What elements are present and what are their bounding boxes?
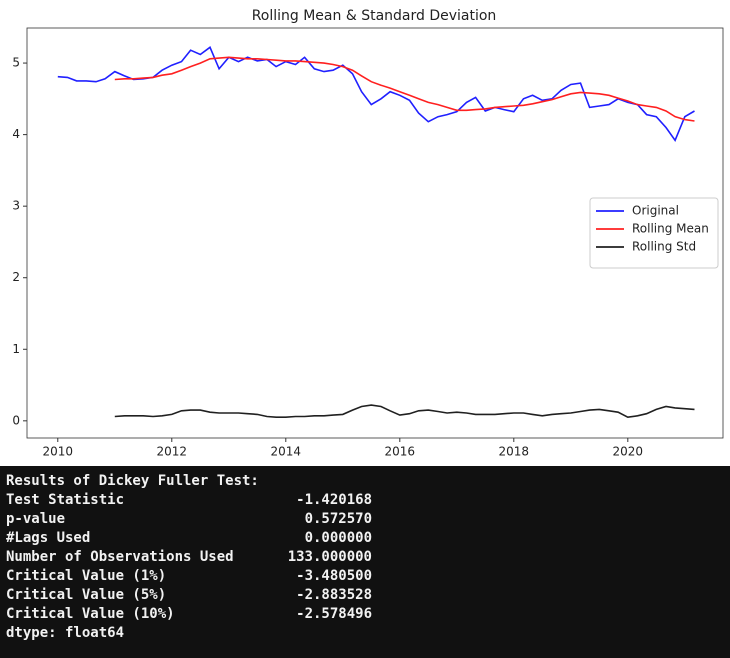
console-text: 0.572570 — [304, 511, 372, 527]
legend-box — [589, 197, 719, 269]
console-output: Results of Dickey Fuller Test: Test Stati… — [0, 466, 730, 658]
x-tick-label: 2020 — [613, 445, 644, 459]
legend-label: Rolling Mean — [632, 222, 709, 236]
console-text: -2.883528 — [296, 587, 372, 603]
console-text: -2.578496 — [296, 606, 372, 622]
y-tick-label: 3 — [12, 199, 20, 213]
console-text: Results of Dickey Fuller Test: — [6, 473, 259, 489]
console-text: Critical Value (10%) — [6, 606, 175, 622]
x-tick-label: 2014 — [271, 445, 302, 459]
console-text: Critical Value (5%) — [6, 587, 167, 603]
console-text: p-value — [6, 511, 66, 527]
x-tick-label: 2018 — [499, 445, 530, 459]
x-tick-label: 2016 — [385, 445, 416, 459]
series-line — [57, 46, 695, 142]
plot-frame — [26, 27, 724, 439]
x-tick-label: 2012 — [157, 445, 188, 459]
console-text: dtype: float64 — [6, 625, 125, 641]
legend-label: Original — [632, 204, 679, 218]
y-tick-label: 1 — [12, 342, 20, 356]
chart-title: Rolling Mean & Standard Deviation — [252, 8, 497, 24]
console-text: 0.000000 — [304, 530, 372, 546]
console-text: Critical Value (1%) — [6, 568, 167, 584]
y-tick-label: 2 — [12, 270, 20, 284]
y-tick-label: 0 — [12, 413, 20, 427]
console-text: 133.000000 — [287, 549, 372, 565]
x-tick-label: 2010 — [43, 445, 74, 459]
console-text: -1.420168 — [296, 492, 372, 508]
console-text: -3.480500 — [296, 568, 372, 584]
chart: Rolling Mean & Standard Deviation 0 1 2 3 4 5… — [12, 8, 724, 459]
console-text: #Lags Used — [6, 530, 91, 546]
console-text: Test Statistic — [6, 492, 125, 508]
series-line — [114, 404, 695, 419]
y-tick-label: 4 — [12, 127, 20, 141]
series-line — [114, 56, 695, 122]
legend-label: Rolling Std — [632, 240, 696, 254]
console-text: Number of Observations Used — [6, 549, 234, 565]
y-tick-label: 5 — [12, 56, 20, 70]
